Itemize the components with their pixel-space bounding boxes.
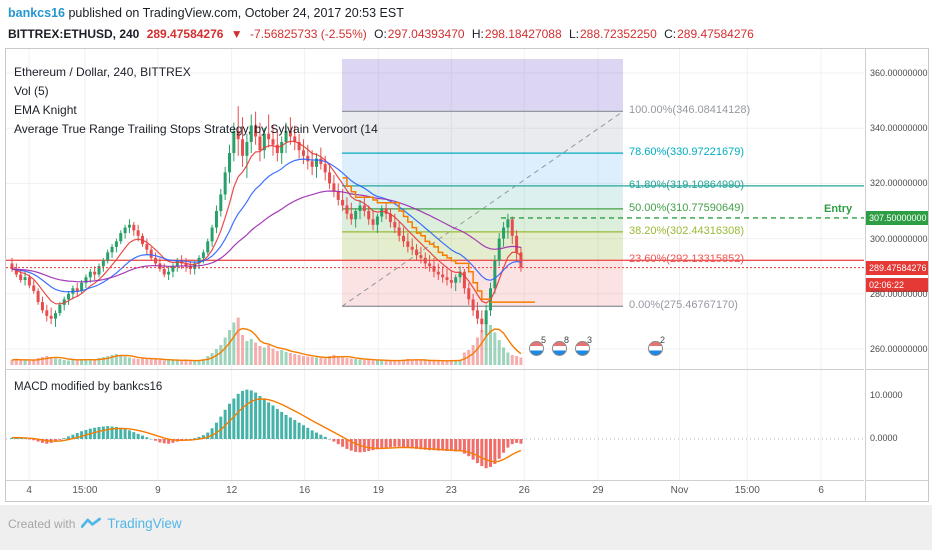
idea-marker-icon [529, 341, 544, 356]
tradingview-logo[interactable] [81, 517, 102, 531]
price-change: -7.56825733 (-2.55%) [250, 27, 367, 41]
entry-price-badge: 307.50000000 [866, 210, 928, 225]
idea-marker[interactable]: 3 [575, 335, 593, 359]
price-axis-label: 260.00000000 [870, 344, 928, 354]
price-pane-canvas[interactable] [6, 49, 864, 369]
price-axis-label: 360.00000000 [870, 68, 928, 78]
legend-atr-strategy[interactable]: Average True Range Trailing Stops Strate… [14, 122, 378, 136]
macd-legend[interactable]: MACD modified by bankcs16 [14, 381, 163, 393]
created-with-text: Created with [8, 516, 76, 531]
ema-line [11, 190, 522, 283]
price-axis-label: 280.00000000 [870, 288, 928, 299]
legend-volume-study[interactable]: Vol (5) [14, 84, 49, 98]
price-axis[interactable]: 307.50000000 289.47584276 02:06:22 360.0… [865, 49, 928, 501]
fib-trend-line [341, 110, 624, 307]
ema-line [11, 140, 522, 305]
attribution-bar: bankcs16 published on TradingView.com, O… [8, 6, 404, 20]
idea-marker[interactable]: 8 [552, 335, 570, 359]
chart-legend: Ethereum / Dollar, 240, BITTREX Vol (5) … [14, 63, 378, 139]
open-value: 297.04393470 [387, 27, 465, 41]
idea-marker[interactable]: 2 [648, 335, 666, 359]
macd-pane-canvas[interactable] [6, 369, 864, 480]
axis-separator [866, 369, 928, 370]
macd-axis-label: 10.0000 [870, 390, 903, 400]
idea-marker-icon [648, 341, 663, 356]
volume-layer [10, 317, 523, 365]
idea-marker-icon [552, 341, 567, 356]
price-axis-label: 300.00000000 [870, 233, 928, 244]
time-axis-label: Nov [670, 485, 689, 496]
fib-level-label: 50.00%(310.77590649) [629, 201, 744, 214]
price-axis-label: 320.00000000 [870, 178, 928, 189]
symbol-name[interactable]: BITTREX:ETHUSD, 240 [8, 27, 140, 41]
tradingview-link[interactable]: TradingView [107, 516, 182, 531]
publish-info: published on TradingView.com, October 24… [64, 6, 404, 20]
legend-symbol-title[interactable]: Ethereum / Dollar, 240, BITTREX [14, 65, 191, 79]
high-value: 298.18427088 [484, 27, 562, 41]
time-axis-label: 6 [818, 485, 824, 496]
fib-level-label: 23.60%(292.13315852) [629, 253, 744, 266]
fib-bands [342, 59, 623, 307]
time-axis-label: 12 [226, 485, 238, 496]
plot-area: 4 15:00 9 12 16 19 23 26 29 Nov 15:00 6 Ethereum / … [6, 49, 864, 501]
time-axis-label: 29 [592, 485, 604, 496]
time-axis-label: 26 [518, 485, 530, 496]
low-label: L: [568, 27, 579, 41]
footer: Created with TradingView [8, 516, 182, 531]
time-axis-label: 16 [299, 485, 311, 496]
fib-level-label: 61.80%(319.10864990) [629, 178, 744, 191]
idea-marker-count: 5 [541, 335, 547, 345]
time-axis-label: 9 [155, 485, 161, 496]
macd-histogram [10, 389, 523, 469]
volume-ma-line [11, 327, 522, 362]
axis-separator-2 [866, 480, 928, 481]
idea-marker-count: 2 [660, 335, 666, 345]
last-price: 289.47584276 [146, 27, 224, 41]
time-axis-label: 23 [445, 485, 457, 496]
atr-stop-line [342, 177, 491, 301]
idea-marker-count: 3 [587, 335, 593, 345]
author-link[interactable]: bankcs16 [8, 6, 65, 20]
time-axis-label: 19 [372, 485, 384, 496]
time-axis-label: 4 [26, 485, 32, 496]
down-arrow-icon: ▼ [230, 27, 243, 41]
idea-marker-icon [575, 341, 590, 356]
fib-level-label: 78.60%(330.97221679) [629, 146, 744, 159]
close-value: 289.47584276 [677, 27, 754, 41]
fib-level-label: 0.00%(275.46767170) [629, 299, 738, 312]
price-axis-label: 340.00000000 [870, 123, 928, 134]
fib-level-label: 38.20%(302.44316308) [629, 224, 744, 237]
open-label: O: [374, 27, 387, 41]
fib-level-label: 100.00%(346.08414128) [629, 104, 751, 117]
time-axis-label: 15:00 [734, 485, 760, 496]
time-axis-label: 15:00 [72, 485, 98, 496]
footer-background [0, 505, 932, 550]
macd-axis-label: 0.0000 [870, 433, 898, 443]
close-label: C: [664, 27, 677, 41]
high-label: H: [471, 27, 484, 41]
last-price-badge: 289.47584276 [866, 260, 928, 275]
macd-signal-line [11, 398, 522, 463]
symbol-bar: BITTREX:ETHUSD, 240 289.47584276 ▼ -7.56… [8, 27, 758, 41]
legend-ema-study[interactable]: EMA Knight [14, 103, 77, 117]
macd-grid [28, 370, 822, 480]
time-axis[interactable]: 4 15:00 9 12 16 19 23 26 29 Nov 15:00 6 [6, 480, 864, 501]
low-value: 288.72352250 [580, 27, 657, 41]
entry-label: Entry [824, 202, 853, 215]
idea-marker-count: 8 [564, 335, 570, 345]
countdown-badge: 02:06:22 [866, 277, 928, 292]
ema-line [11, 158, 521, 293]
chart-card: 4 15:00 9 12 16 19 23 26 29 Nov 15:00 6 Ethereum / … [5, 48, 929, 502]
idea-marker[interactable]: 5 [529, 335, 547, 359]
